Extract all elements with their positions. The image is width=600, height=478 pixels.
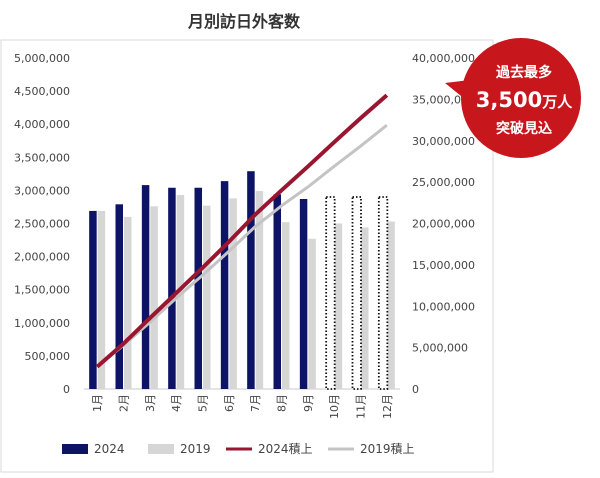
bar-2019 (97, 210, 106, 389)
y-left-tick-label: 0 (63, 383, 70, 396)
bar-2024-placeholder (351, 196, 362, 390)
x-tick-label: 2月 (118, 394, 131, 412)
bar-2019 (282, 222, 290, 389)
badge-pointer (445, 80, 470, 100)
bar-2019 (361, 227, 369, 389)
badge-line2: 3,500万人 (476, 88, 573, 112)
x-tick-label: 5月 (197, 394, 210, 412)
y-right-tick-label: 15,000,000 (412, 259, 475, 272)
legend-label: 2019 (180, 442, 211, 456)
bar-2024-placeholder (377, 196, 389, 390)
y-right-tick-label: 20,000,000 (412, 218, 475, 231)
badge-line1: 過去最多 (495, 64, 552, 81)
x-tick-label: 3月 (144, 394, 157, 412)
bar-2019 (255, 191, 264, 389)
y-left-tick-label: 2,000,000 (14, 251, 70, 264)
legend-label: 2019積上 (360, 441, 415, 456)
y-right-tick-label: 35,000,000 (412, 93, 475, 106)
bar-2019 (124, 216, 132, 389)
bar-2024 (168, 187, 176, 389)
bar-2019 (176, 195, 185, 389)
legend-label: 2024 (94, 442, 125, 456)
bar-2019 (229, 198, 237, 389)
y-right-tick-label: 30,000,000 (412, 135, 475, 148)
lines-layer (95, 93, 389, 369)
x-tick-label: 8月 (276, 394, 289, 412)
x-tick-label: 10月 (328, 394, 341, 419)
legend-swatch-2024 (62, 444, 88, 454)
y-left-tick-label: 5,000,000 (14, 52, 70, 65)
y-left-tick-label: 1,500,000 (14, 284, 70, 297)
badge-unit: 万人 (541, 93, 573, 111)
bar-2024 (247, 171, 255, 389)
y-left-tick-label: 2,500,000 (14, 218, 70, 231)
badge-number: 3,500 (476, 88, 542, 112)
bar-2024 (220, 181, 229, 389)
bar-2019 (150, 206, 158, 389)
bar-2019 (334, 223, 343, 389)
line-2024-cumulative (95, 93, 389, 369)
bar-2024 (141, 185, 150, 389)
record-badge: 過去最多 3,500万人 突破見込 (445, 38, 581, 158)
bar-2019 (203, 205, 211, 389)
x-tick-label: 4月 (170, 394, 183, 412)
x-axis: 1月 2月 3月 4月 5月 6月 7月 8月 9月 10月 11月 12月 (91, 394, 394, 419)
chart-border (0, 39, 494, 473)
y-left-tick-label: 500,000 (25, 350, 71, 363)
x-tick-label: 11月 (355, 394, 368, 419)
y-right-tick-label: 0 (412, 383, 419, 396)
x-tick-label: 9月 (302, 394, 315, 412)
y-right-tick-label: 5,000,000 (412, 342, 468, 355)
y-axis-right: 40,000,000 35,000,000 30,000,000 25,000,000… (412, 52, 475, 396)
bar-2019 (387, 221, 395, 389)
y-right-tick-label: 10,000,000 (412, 300, 475, 313)
y-left-tick-label: 3,000,000 (14, 184, 70, 197)
chart-title: 月別訪日外客数 (187, 12, 301, 31)
bar-2024 (273, 194, 281, 389)
y-right-tick-label: 25,000,000 (412, 176, 475, 189)
x-tick-label: 1月 (91, 394, 104, 412)
legend: 2024 2019 2024積上 2019積上 (62, 441, 415, 456)
y-right-tick-label: 40,000,000 (412, 52, 475, 65)
legend-swatch-2019 (148, 444, 174, 454)
badge-circle (461, 38, 581, 158)
y-left-tick-label: 3,500,000 (14, 151, 70, 164)
bars-layer (89, 171, 395, 390)
bar-2024 (194, 187, 202, 389)
bar-2024-placeholder (325, 196, 336, 390)
x-tick-label: 12月 (381, 394, 394, 419)
bar-2019 (308, 238, 316, 389)
x-tick-label: 7月 (249, 394, 262, 412)
bar-2024 (299, 199, 308, 389)
bar-2024 (89, 210, 97, 389)
badge-line3: 突破見込 (496, 120, 552, 137)
legend-label: 2024積上 (258, 441, 313, 456)
y-left-tick-label: 4,500,000 (14, 85, 70, 98)
line-2019-cumulative (96, 124, 388, 368)
bar-2024 (115, 204, 123, 389)
y-left-tick-label: 1,000,000 (14, 317, 70, 330)
x-tick-label: 6月 (223, 394, 236, 412)
y-axis-left: 5,000,000 4,500,000 4,000,000 3,500,000 3,00… (14, 52, 70, 396)
y-left-tick-label: 4,000,000 (14, 118, 70, 131)
